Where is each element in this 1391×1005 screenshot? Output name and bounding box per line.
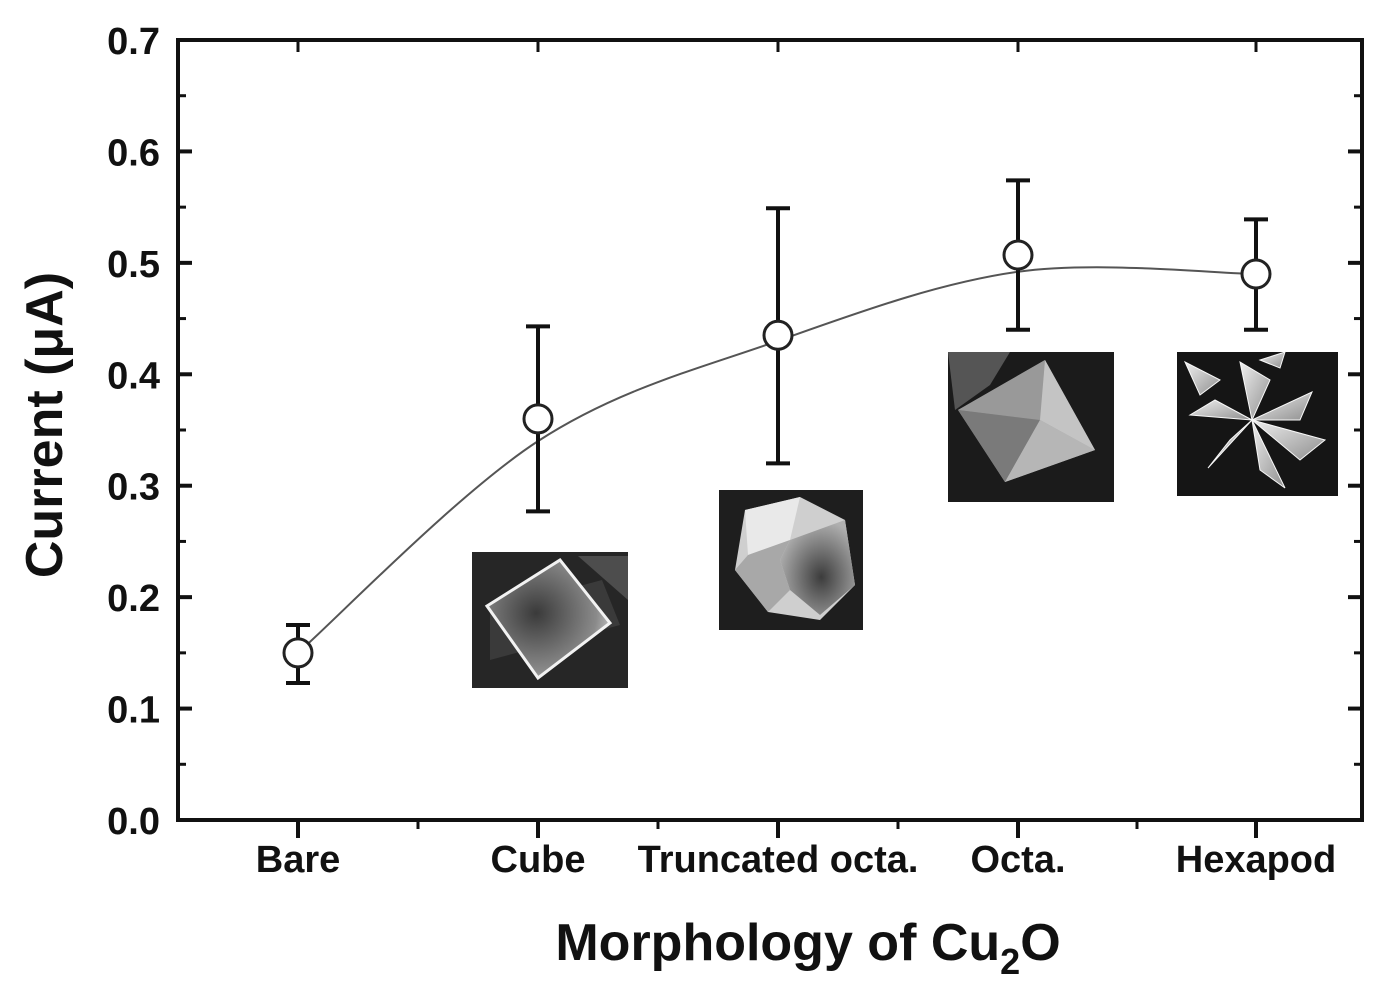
data-point	[522, 403, 554, 435]
y-tick-label: 0.5	[107, 244, 160, 286]
y-tick-label: 0.6	[107, 132, 160, 174]
x-tick-label: Hexapod	[1176, 839, 1336, 881]
y-tick-label: 0.1	[107, 690, 160, 732]
inset-truncated-octahedron-micrograph	[719, 490, 863, 630]
y-axis-title: Current (μA)	[16, 272, 74, 578]
x-axis-ticks	[296, 40, 1258, 838]
x-tick-label: Truncated octa.	[638, 839, 919, 881]
inset-octahedron-micrograph	[948, 352, 1114, 502]
inset-cube-micrograph	[472, 552, 628, 688]
y-tick-labels: 0.0 0.1 0.2 0.3 0.4 0.5 0.6 0.7	[107, 21, 160, 843]
x-tick-label: Bare	[256, 839, 341, 881]
data-point	[282, 637, 314, 669]
data-point	[1002, 239, 1034, 271]
y-tick-label: 0.7	[107, 21, 160, 63]
y-tick-label: 0.3	[107, 467, 160, 509]
data-point	[762, 319, 794, 351]
x-tick-labels: Bare Cube Truncated octa. Octa. Hexapod	[256, 839, 1336, 881]
x-axis-title: Morphology of Cu2O	[555, 914, 1060, 982]
y-axis-ticks	[178, 38, 1362, 822]
data-point	[1240, 258, 1272, 290]
y-tick-label: 0.4	[107, 355, 160, 397]
x-tick-label: Cube	[491, 839, 586, 881]
x-tick-label: Octa.	[970, 839, 1065, 881]
data-points	[282, 239, 1272, 669]
y-tick-label: 0.2	[107, 578, 160, 620]
y-tick-label: 0.0	[107, 801, 160, 843]
inset-hexapod-micrograph	[1177, 351, 1338, 496]
